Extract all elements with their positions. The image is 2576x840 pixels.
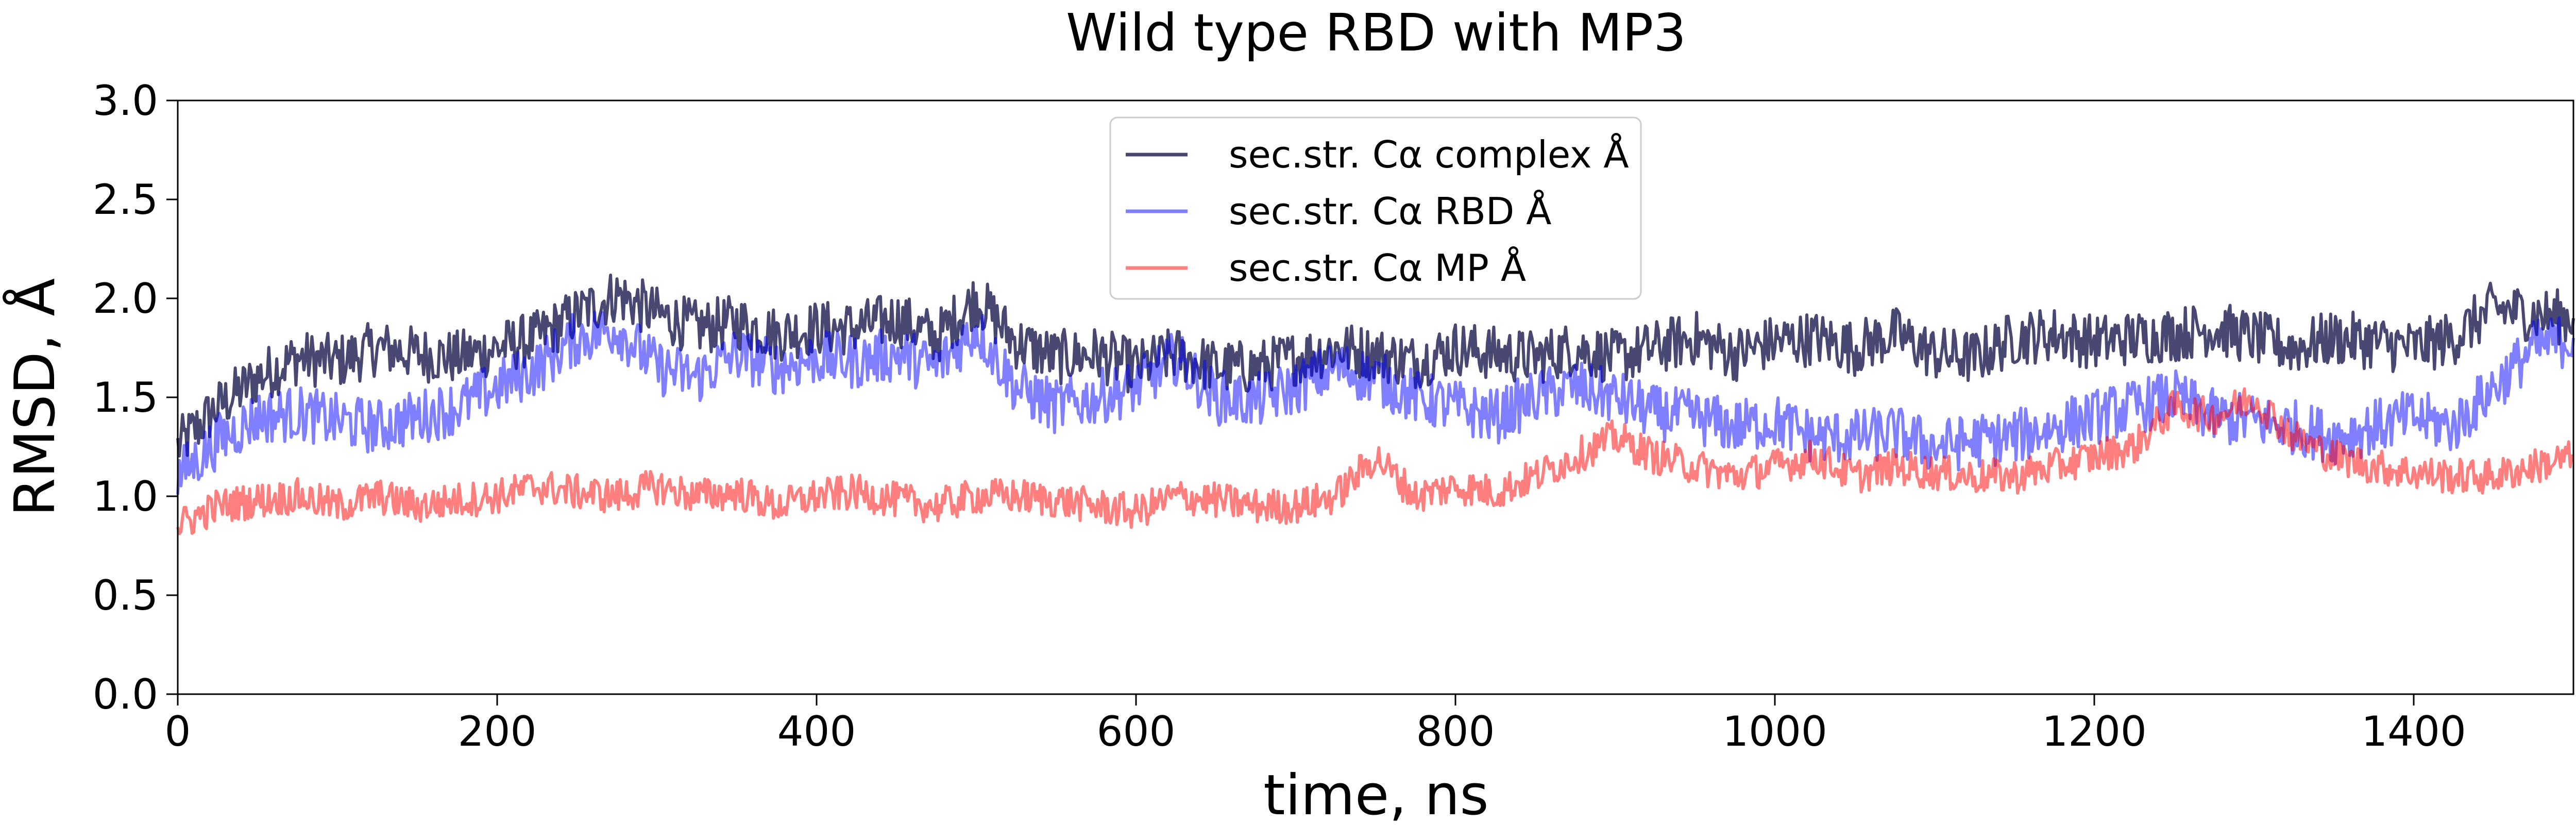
y-tick-label: 1.0 — [93, 473, 158, 520]
legend: sec.str. Cα complex Å sec.str. Cα RBD Å se… — [1109, 116, 1642, 300]
series-line-3 — [176, 387, 2574, 535]
y-tick-label: 2.5 — [93, 176, 158, 224]
legend-label-1: sec.str. Cα complex Å — [1229, 133, 1629, 176]
y-tick-label: 2.0 — [93, 275, 158, 323]
y-axis-label: RMSD, Å — [2, 278, 67, 516]
x-tick-label: 1400 — [2361, 708, 2466, 755]
x-tick-label: 800 — [1416, 708, 1495, 755]
chart-title: Wild type RBD with MP3 — [1066, 3, 1686, 63]
y-tick-label: 0.0 — [93, 670, 158, 718]
x-tick-label: 1000 — [1722, 708, 1827, 755]
legend-label-2: sec.str. Cα RBD Å — [1229, 190, 1551, 233]
series-line-1 — [176, 273, 2575, 458]
x-tick-label: 1200 — [2042, 708, 2147, 755]
y-tick-label: 1.5 — [93, 374, 158, 422]
x-tick-label: 200 — [458, 708, 537, 755]
x-axis-label: time, ns — [1263, 763, 1488, 828]
x-axis: 0 200 400 600 800 1000 1200 1400 — [165, 694, 2466, 755]
y-axis: 0.0 0.5 1.0 1.5 2.0 2.5 3.0 — [93, 77, 178, 718]
x-tick-label: 0 — [165, 708, 191, 755]
legend-box — [1109, 116, 1642, 300]
y-tick-label: 0.5 — [93, 572, 158, 619]
x-tick-label: 400 — [777, 708, 856, 755]
x-tick-label: 600 — [1097, 708, 1176, 755]
legend-label-3: sec.str. Cα MP Å — [1229, 246, 1526, 290]
y-tick-label: 3.0 — [93, 77, 158, 125]
series-layer — [176, 273, 2575, 535]
